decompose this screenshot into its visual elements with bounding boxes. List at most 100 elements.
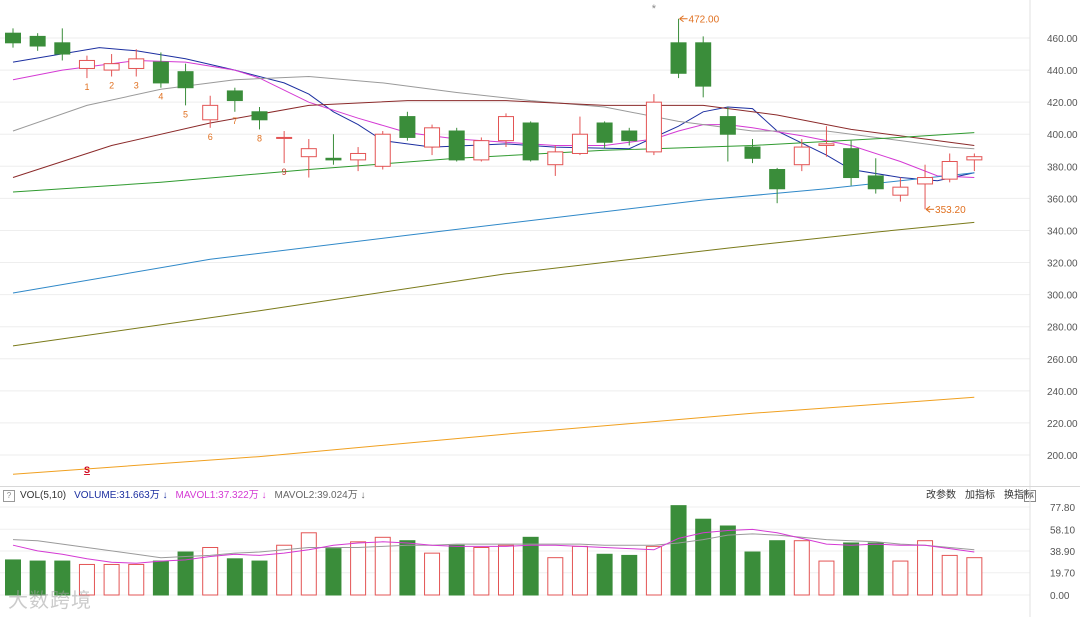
candle-body	[350, 152, 367, 161]
sequence-marker: 6	[208, 132, 213, 142]
volume-bar	[424, 552, 441, 596]
sequence-marker: 9	[282, 167, 287, 177]
candle	[818, 126, 835, 157]
volume-y-tick-label: 77.80	[1050, 503, 1075, 514]
candle-body	[596, 122, 613, 143]
candle	[78, 55, 95, 79]
volume-tools: 改参数 加指标 换指标	[926, 487, 1034, 505]
volume-bar	[103, 563, 120, 596]
sequence-marker: 7	[232, 116, 237, 126]
candle	[966, 153, 983, 172]
volume-bar	[374, 536, 391, 596]
candle-body	[744, 146, 761, 159]
volume-bar	[793, 540, 810, 596]
volume-y-tick-label: 0.00	[1050, 591, 1070, 602]
volume-bar	[152, 560, 169, 596]
annotation-arrow	[925, 205, 931, 213]
candle-body	[152, 61, 169, 84]
y-tick-label: 200.00	[1047, 451, 1078, 462]
candle	[103, 54, 120, 77]
edit-params-button[interactable]: 改参数	[926, 490, 956, 501]
volume-bar	[522, 536, 539, 596]
volume-bar	[695, 518, 712, 596]
volume-bars	[5, 505, 983, 596]
candle-body	[54, 42, 71, 55]
candle-body	[424, 127, 441, 148]
candle	[276, 131, 293, 164]
candle-body	[202, 104, 219, 121]
candle	[892, 177, 909, 202]
candle-body	[645, 101, 662, 153]
volume-bar	[29, 560, 46, 596]
candle	[251, 106, 268, 130]
candle-body	[498, 116, 514, 142]
candle	[473, 137, 490, 162]
sequence-marker: 1	[84, 82, 89, 92]
candle	[867, 158, 884, 194]
volume-bar	[719, 525, 736, 596]
volume-bar	[621, 554, 638, 596]
volume-chart: 0.00 19.70 38.90 58.10 77.80	[0, 487, 1075, 617]
add-indicator-button[interactable]: 加指标	[965, 490, 995, 501]
y-tick-label: 300.00	[1047, 291, 1078, 302]
candle-body	[571, 133, 588, 154]
candle-body	[917, 177, 934, 185]
switch-indicator-button[interactable]: 换指标	[1004, 490, 1034, 501]
volume-bar	[350, 541, 367, 596]
mavol1-down-arrow-icon: ↓	[261, 490, 267, 501]
candle-body	[793, 146, 810, 166]
sequence-marker: 3	[134, 80, 139, 90]
ma120-line	[12, 172, 975, 294]
mavol2-down-arrow-icon: ↓	[360, 490, 366, 501]
y-tick-label: 440.00	[1047, 66, 1078, 77]
candle	[152, 52, 169, 88]
candle	[29, 33, 46, 51]
sequence-marker: 5	[183, 109, 188, 119]
help-icon[interactable]: ?	[3, 490, 15, 502]
y-tick-label: 420.00	[1047, 98, 1078, 109]
volume-bar	[818, 560, 835, 596]
volume-bar	[596, 553, 613, 596]
y-tick-label: 260.00	[1047, 355, 1078, 366]
candle-body	[5, 32, 21, 44]
volume-y-axis-labels: 0.00 19.70 38.90 58.10 77.80	[1050, 503, 1075, 602]
y-tick-label: 320.00	[1047, 259, 1078, 270]
candle	[941, 153, 958, 183]
candle	[399, 111, 416, 141]
volume-bar	[473, 546, 490, 596]
candle	[374, 131, 391, 170]
candle	[793, 139, 810, 172]
grid-lines	[0, 0, 1080, 487]
mavol2-value: MAVOL2:39.024万 ↓	[275, 487, 366, 505]
y-axis-labels: 200.00 220.00 240.00 260.00 280.00 300.00 320.…	[1047, 34, 1078, 462]
candle-body	[103, 63, 120, 71]
candle	[498, 113, 514, 148]
candle-body	[769, 169, 786, 190]
candle	[177, 63, 194, 106]
volume-down-arrow-icon: ↓	[162, 490, 168, 501]
candle-body	[818, 143, 835, 146]
mavol1-line	[12, 528, 975, 564]
volume-y-tick-label: 19.70	[1050, 569, 1075, 580]
candle-body	[719, 116, 736, 135]
ma30-line	[12, 100, 975, 178]
mavol2-value-text: MAVOL2:39.024万	[274, 490, 358, 501]
y-tick-label: 380.00	[1047, 162, 1078, 173]
candle-body	[621, 130, 638, 142]
ma500-line	[12, 396, 975, 475]
volume-bar	[300, 532, 317, 596]
annotation-arrow	[679, 15, 684, 23]
volume-bar	[54, 560, 71, 596]
candlestick-chart: 1 2 3 4 5 6 7 8 9 S * 472.00 353.20 200.00 220.00 240.…	[0, 0, 1080, 487]
volume-y-tick-label: 38.90	[1050, 547, 1075, 558]
ma20-line	[12, 75, 975, 150]
star-marker: *	[652, 3, 657, 15]
candle	[596, 121, 613, 149]
mavol2-line	[12, 533, 975, 559]
candle-body	[547, 151, 564, 166]
sequence-marker: 2	[109, 80, 114, 90]
candles	[5, 18, 983, 210]
candle-body	[276, 136, 293, 139]
volume-bar	[251, 560, 268, 596]
volume-bar	[547, 557, 564, 596]
